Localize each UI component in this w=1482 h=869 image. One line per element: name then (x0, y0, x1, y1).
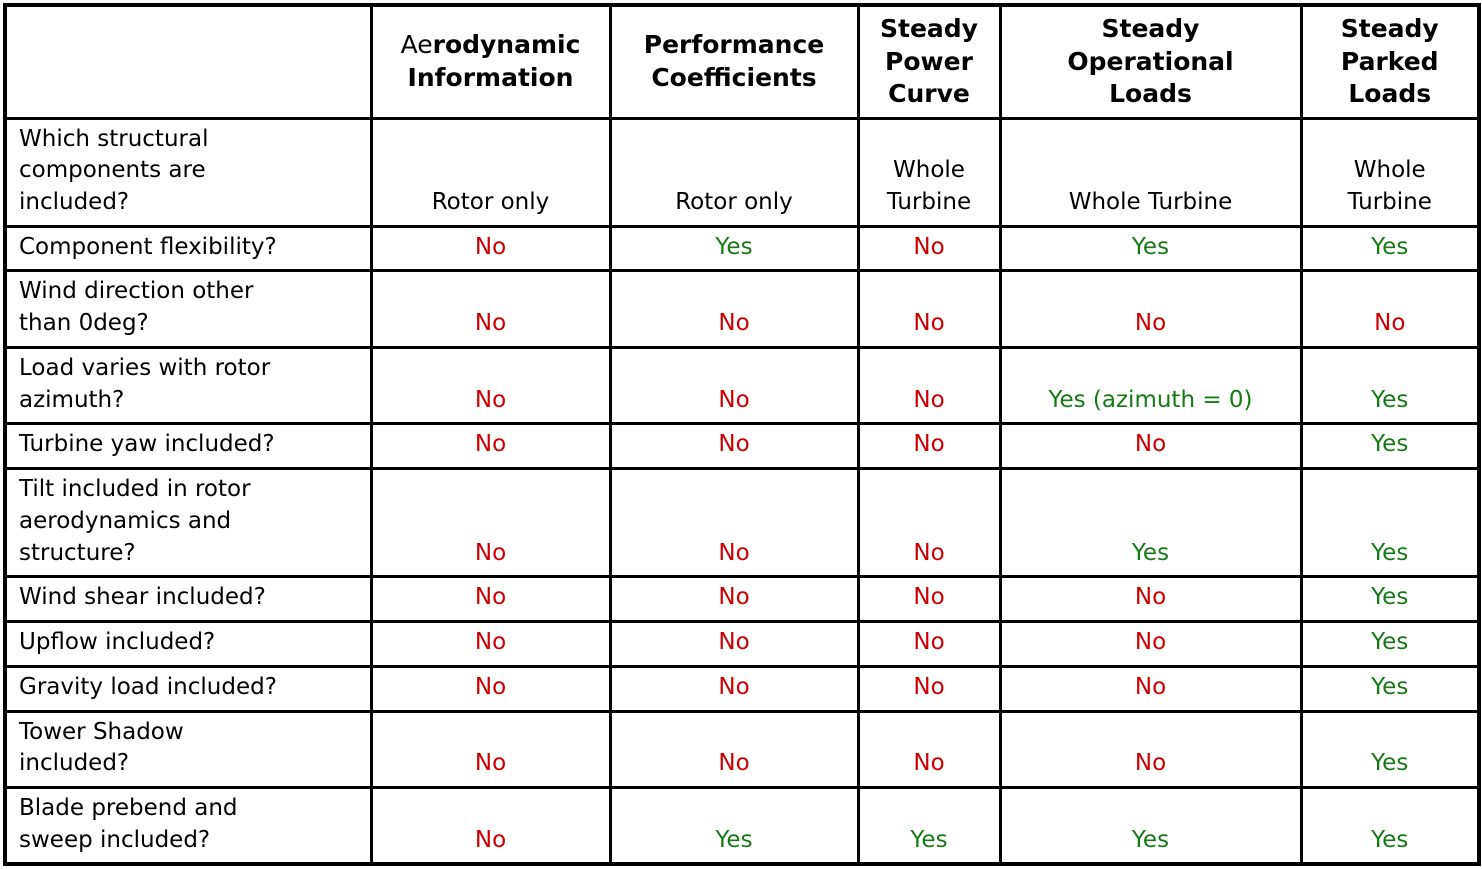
row-question: Turbine yaw included? (3, 422, 373, 471)
table-row: Gravity load included? No No No No Yes (3, 664, 1481, 713)
cell-value: No (608, 664, 860, 713)
cell-value: No (856, 422, 1002, 471)
cell-value: Whole Turbine (856, 116, 1002, 228)
cell-value: No (369, 785, 612, 866)
row-question: Component flexibility? (3, 224, 373, 273)
column-header-aerodynamic-information: Aerodynamic Information (369, 3, 612, 120)
table-row: Wind shear included? No No No No Yes (3, 575, 1481, 624)
cell-value: No (608, 345, 860, 426)
row-question: Blade prebend and sweep included? (3, 785, 373, 866)
cell-value: No (369, 467, 612, 579)
cell-value: No (998, 664, 1303, 713)
cell-value: Yes (608, 785, 860, 866)
cell-value: No (856, 664, 1002, 713)
cell-value: Yes (856, 785, 1002, 866)
cell-value: No (369, 575, 612, 624)
row-question: Which structural components are included… (3, 116, 373, 228)
cell-value: No (369, 620, 612, 668)
cell-value: No (369, 709, 612, 789)
cell-value: No (608, 467, 860, 579)
table-row: Wind direction other than 0deg? No No No No N… (3, 269, 1481, 349)
table-row: Load varies with rotor azimuth? No No No Yes… (3, 345, 1481, 426)
cell-value: Rotor only (369, 116, 612, 228)
cell-value: No (998, 575, 1303, 624)
row-question: Load varies with rotor azimuth? (3, 345, 373, 426)
table-header: Aerodynamic Information Performance Coef… (3, 3, 1481, 120)
cell-value: Yes (1299, 575, 1481, 624)
cell-value: No (369, 664, 612, 713)
table-row: Which structural components are included… (3, 116, 1481, 228)
cell-value: Yes (1299, 709, 1481, 789)
row-question: Gravity load included? (3, 664, 373, 713)
cell-value: Rotor only (608, 116, 860, 228)
capability-comparison-table: Aerodynamic Information Performance Coef… (3, 3, 1481, 867)
column-header-steady-parked-loads: Steady Parked Loads (1299, 3, 1481, 120)
cell-value: No (608, 422, 860, 471)
row-question: Tilt included in rotor aerodynamics and … (3, 467, 373, 579)
header-text-bold-part: rodynamic Information (407, 30, 581, 92)
cell-value: No (369, 345, 612, 426)
table-row: Tilt included in rotor aerodynamics and … (3, 467, 1481, 579)
cell-value: No (369, 269, 612, 349)
cell-value: Yes (1299, 345, 1481, 426)
table-row: Component flexibility? No Yes No Yes Yes (3, 224, 1481, 273)
column-header-performance-coefficients: Performance Coefficients (608, 3, 860, 120)
table-row: Turbine yaw included? No No No No Yes (3, 422, 1481, 471)
cell-value: Yes (998, 785, 1303, 866)
table-row: Upflow included? No No No No Yes (3, 620, 1481, 668)
header-text-normal-part: Ae (400, 30, 433, 60)
cell-value: Yes (1299, 422, 1481, 471)
cell-value: No (1299, 269, 1481, 349)
cell-value: No (998, 422, 1303, 471)
cell-value: No (369, 422, 612, 471)
cell-value: No (608, 575, 860, 624)
cell-value: Yes (1299, 467, 1481, 579)
cell-value: Yes (1299, 224, 1481, 273)
cell-value: No (608, 620, 860, 668)
cell-value: Yes (998, 224, 1303, 273)
cell-value: No (369, 224, 612, 273)
cell-value: No (856, 575, 1002, 624)
cell-value: No (608, 709, 860, 789)
cell-value: No (998, 709, 1303, 789)
cell-value: Yes (1299, 620, 1481, 668)
cell-value: Yes (1299, 664, 1481, 713)
cell-value: No (856, 345, 1002, 426)
cell-value: No (856, 467, 1002, 579)
table-row: Blade prebend and sweep included? No Yes Ye… (3, 785, 1481, 866)
cell-value: No (998, 620, 1303, 668)
cell-value: Yes (998, 467, 1303, 579)
column-header-steady-power-curve: Steady Power Curve (856, 3, 1002, 120)
cell-value: Whole Turbine (998, 116, 1303, 228)
row-question: Wind shear included? (3, 575, 373, 624)
cell-value: Yes (608, 224, 860, 273)
cell-value: No (998, 269, 1303, 349)
cell-value: No (856, 620, 1002, 668)
cell-value: Whole Turbine (1299, 116, 1481, 228)
column-header-steady-operational-loads: Steady Operational Loads (998, 3, 1303, 120)
corner-cell (3, 3, 373, 120)
cell-value: Yes (1299, 785, 1481, 866)
cell-value: No (856, 709, 1002, 789)
table-row: Tower Shadow included? No No No No Yes (3, 709, 1481, 789)
header-row: Aerodynamic Information Performance Coef… (3, 3, 1481, 120)
table-body: Which structural components are included… (3, 116, 1481, 866)
cell-value: Yes (azimuth = 0) (998, 345, 1303, 426)
cell-value: No (608, 269, 860, 349)
cell-value: No (856, 269, 1002, 349)
row-question: Tower Shadow included? (3, 709, 373, 789)
row-question: Wind direction other than 0deg? (3, 269, 373, 349)
row-question: Upflow included? (3, 620, 373, 668)
cell-value: No (856, 224, 1002, 273)
